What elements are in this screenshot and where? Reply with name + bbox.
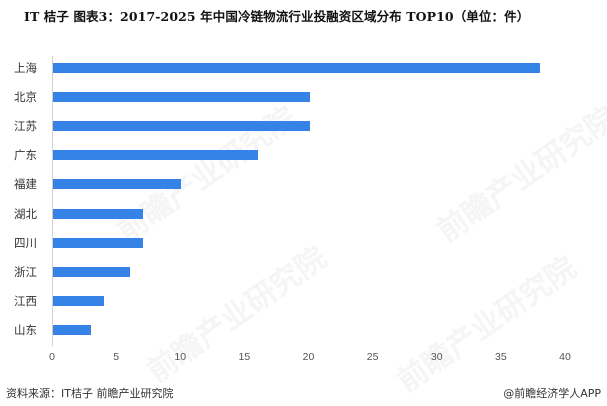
category-label: 四川 [14,235,37,250]
category-label: 江西 [14,293,37,308]
bar [53,295,105,306]
category-label: 北京 [14,90,37,105]
x-tick-label: 35 [495,351,507,363]
x-tick-label: 5 [113,351,120,363]
x-tick-label: 40 [559,351,571,363]
x-tick-label: 20 [302,351,315,363]
category-label: 浙江 [14,264,37,279]
x-tick-label: 30 [430,351,443,363]
bar [53,63,541,73]
y-axis-line [52,56,53,346]
category-label: 广东 [14,148,37,163]
x-tick-label: 0 [49,351,55,363]
bar [53,92,310,103]
chart-title: IT 桔子 图表3：2017-2025 年中国冷链物流行业投融资区域分布 TOP… [24,9,530,24]
source-note: 资料来源：IT桔子 前瞻产业研究院 [6,387,174,400]
bar [53,150,259,161]
x-tick-label: 15 [238,351,251,363]
category-label: 福建 [14,177,37,192]
watermark: 前瞻产业研究院 [430,100,607,250]
category-label: 上海 [14,61,37,75]
watermark: 前瞻产业研究院 [110,100,304,250]
bar [53,121,310,132]
x-tick-label: 10 [174,351,187,363]
category-label: 江苏 [14,119,37,134]
brand-credit: @前瞻经济学人APP [503,387,601,400]
watermark: 前瞻产业研究院 [140,240,334,390]
category-label: 湖北 [14,206,37,221]
bar [53,324,92,335]
bar [53,179,182,190]
bar [53,208,143,219]
x-tick-label: 25 [366,351,379,363]
bar [53,266,130,277]
bar [53,237,143,248]
category-label: 山东 [14,322,37,337]
watermark: 前瞻产业研究院 [390,250,584,400]
